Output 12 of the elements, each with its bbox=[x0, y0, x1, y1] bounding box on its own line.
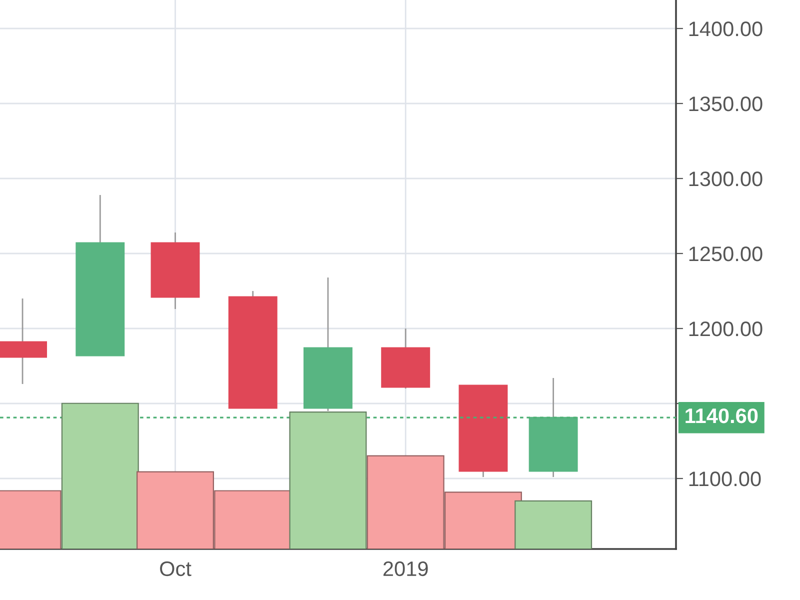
y-tick-label: 1250.00 bbox=[689, 246, 762, 262]
ref-line-label: 1140.60 bbox=[686, 408, 758, 424]
x-tick-label: 2019 bbox=[383, 561, 428, 576]
y-tick-label: 1200.00 bbox=[689, 322, 762, 336]
y-tick-label: 1400.00 bbox=[689, 22, 762, 36]
y-tick-label: 1300.00 bbox=[689, 172, 762, 186]
y-tick-label: 1100.00 bbox=[689, 472, 761, 486]
y-tick-label: 1350.00 bbox=[689, 96, 762, 112]
bar bbox=[289, 412, 367, 549]
x-tick-label: Oct bbox=[160, 561, 192, 576]
bar bbox=[514, 500, 592, 549]
bar bbox=[61, 402, 139, 549]
